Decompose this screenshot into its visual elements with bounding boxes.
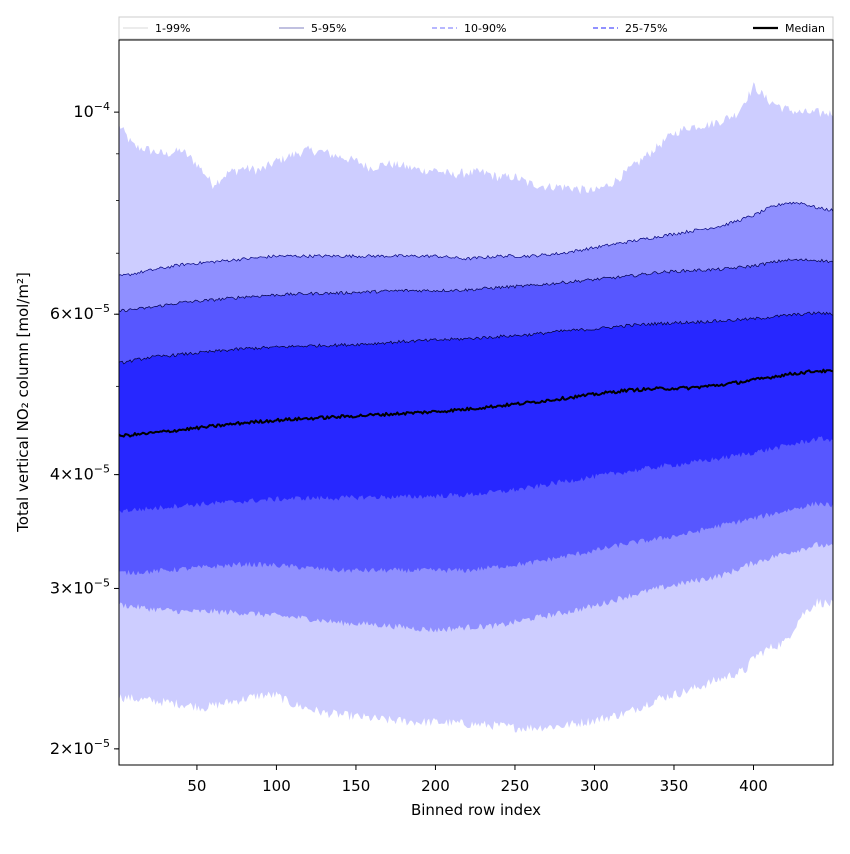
x-tick-label: 250 bbox=[501, 777, 530, 795]
band-1-99-upper-edge bbox=[119, 80, 833, 195]
y-tick-label: 6×10−5 bbox=[50, 302, 110, 323]
y-tick-label: 4×10−5 bbox=[50, 463, 110, 484]
median-layer bbox=[119, 368, 833, 438]
plot-frame bbox=[118, 39, 834, 766]
bands-layer bbox=[119, 80, 833, 733]
y-axis: 2×10−5 3×10−5 4×10−5 6×10−5 10−4 bbox=[50, 100, 119, 758]
y-tick-label: 2×10−5 bbox=[50, 737, 110, 758]
band-10-90-upper-edge bbox=[119, 258, 833, 313]
x-tick-label: 200 bbox=[421, 777, 450, 795]
x-axis: 50 100 150 200 250 300 350 400 bbox=[187, 765, 768, 795]
legend-label: 10-90% bbox=[464, 22, 506, 35]
x-tick-label: 300 bbox=[580, 777, 609, 795]
x-tick-label: 150 bbox=[342, 777, 371, 795]
x-tick-label: 400 bbox=[739, 777, 768, 795]
y-tick-label: 10−4 bbox=[73, 100, 110, 121]
x-axis-label: Binned row index bbox=[411, 801, 541, 819]
y-axis-label: Total vertical NO₂ column [mol/m²] bbox=[14, 272, 32, 533]
legend-label: 25-75% bbox=[625, 22, 667, 35]
x-tick-label: 50 bbox=[187, 777, 206, 795]
legend: 1-99% 5-95% 10-90% 25-75% Median bbox=[118, 16, 834, 40]
legend-frame bbox=[118, 16, 834, 40]
band-25-75-upper-edge bbox=[119, 311, 833, 365]
y-tick-label: 3×10−5 bbox=[50, 576, 110, 597]
legend-label: 1-99% bbox=[155, 22, 190, 35]
median-line bbox=[119, 368, 833, 438]
x-tick-label: 350 bbox=[660, 777, 689, 795]
legend-label: 5-95% bbox=[311, 22, 346, 35]
band-5-95-upper-edge bbox=[119, 201, 833, 277]
x-tick-label: 100 bbox=[262, 777, 291, 795]
band-25-75-fill bbox=[119, 311, 833, 514]
y-axis-minor-ticks bbox=[116, 153, 119, 750]
legend-label: Median bbox=[785, 22, 825, 35]
